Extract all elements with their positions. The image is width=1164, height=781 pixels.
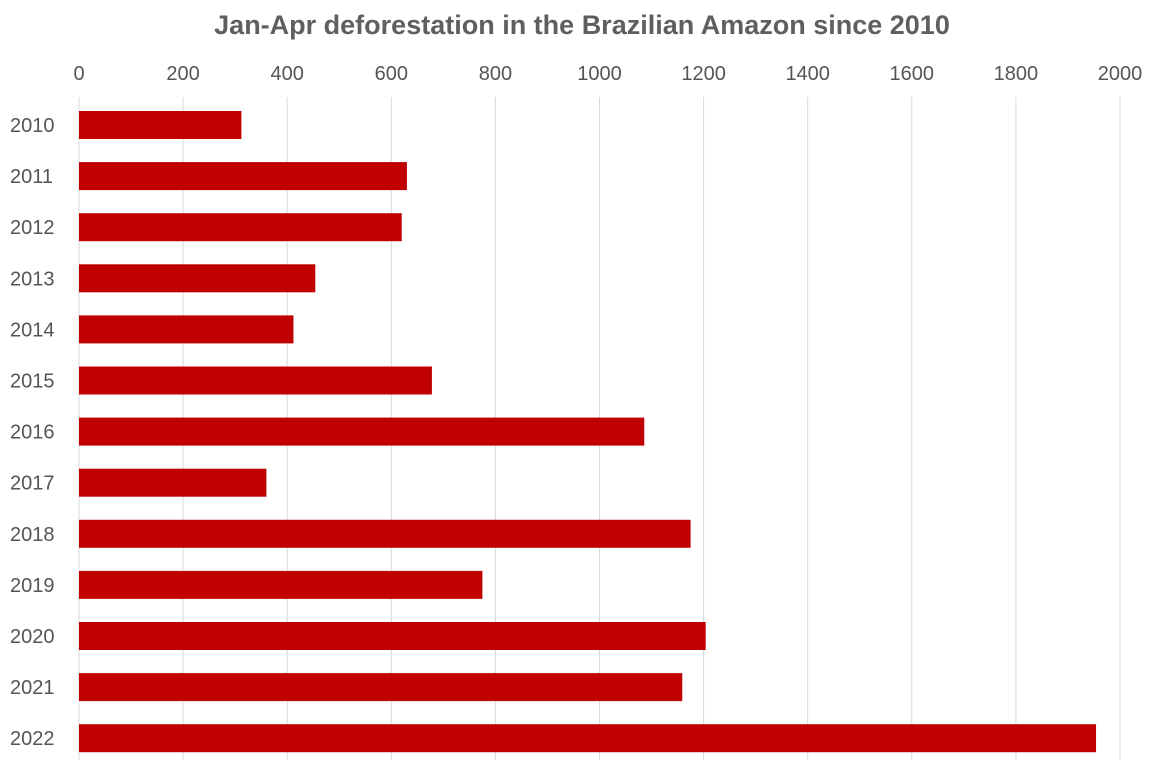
y-tick-label: 2022 [10,728,55,750]
y-tick-label: 2013 [10,268,55,290]
x-tick-label: 1400 [785,63,830,85]
y-tick-label: 2019 [10,575,55,597]
x-tick-label: 0 [73,63,84,85]
x-tick-label: 2000 [1098,63,1143,85]
y-tick-label: 2015 [10,371,55,393]
bar-2012 [79,213,402,242]
y-tick-label: 2014 [10,319,55,341]
bar-2015 [79,366,432,395]
x-tick-label: 1800 [994,63,1039,85]
y-tick-label: 2021 [10,677,55,699]
bar-2020 [79,622,706,650]
chart-title: Jan-Apr deforestation in the Brazilian A… [214,10,950,40]
x-tick-label: 600 [375,63,408,85]
y-axis-labels: 2010 2011 2012 2013 2014 2015 2016 2017 2018 2019… [10,115,55,750]
x-tick-label: 1600 [890,63,935,85]
y-tick-label: 2020 [10,626,55,648]
x-tick-label: 1000 [577,63,622,85]
y-tick-label: 2016 [10,422,55,444]
bar-2011 [79,162,407,191]
bar-2014 [79,315,294,344]
y-tick-label: 2012 [10,217,55,239]
x-tick-label: 200 [166,63,199,85]
bar-2022 [79,724,1097,753]
y-tick-label: 2011 [10,166,53,188]
y-tick-label: 2018 [10,524,55,546]
y-tick-label: 2017 [10,473,55,495]
x-tick-label: 1200 [681,63,726,85]
bar-2017 [79,468,267,497]
bar-2021 [79,673,683,702]
x-tick-label: 800 [479,63,512,85]
y-tick-label: 2010 [10,115,55,137]
x-tick-label: 400 [271,63,304,85]
bar-2019 [79,570,483,599]
x-axis-ticks: 0 200 400 600 800 1000 1200 1400 1600 1800 2000 [73,63,1142,85]
bar-2018 [79,519,691,548]
bar-2016 [79,417,645,446]
bars [79,111,1097,753]
bar-2010 [79,111,242,139]
bar-2013 [79,264,316,293]
